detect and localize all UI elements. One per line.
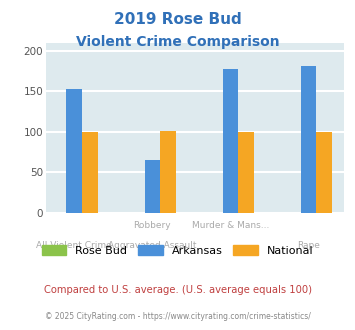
Text: Robbery: Robbery — [133, 221, 171, 230]
Text: Compared to U.S. average. (U.S. average equals 100): Compared to U.S. average. (U.S. average … — [44, 285, 311, 295]
Text: All Violent Crime: All Violent Crime — [36, 241, 112, 250]
Bar — [223, 69, 238, 213]
Text: 2019 Rose Bud: 2019 Rose Bud — [114, 12, 241, 26]
Bar — [301, 66, 316, 213]
Bar — [144, 160, 160, 213]
Bar — [66, 89, 82, 213]
Bar — [238, 132, 254, 213]
Bar — [82, 132, 98, 213]
Text: Aggravated Assault: Aggravated Assault — [108, 241, 197, 250]
Text: Murder & Mans...: Murder & Mans... — [192, 221, 269, 230]
Text: Violent Crime Comparison: Violent Crime Comparison — [76, 35, 279, 49]
Text: Rape: Rape — [297, 241, 320, 250]
Legend: Rose Bud, Arkansas, National: Rose Bud, Arkansas, National — [37, 241, 318, 260]
Bar — [316, 132, 332, 213]
Text: © 2025 CityRating.com - https://www.cityrating.com/crime-statistics/: © 2025 CityRating.com - https://www.city… — [45, 312, 310, 321]
Bar — [160, 131, 176, 213]
